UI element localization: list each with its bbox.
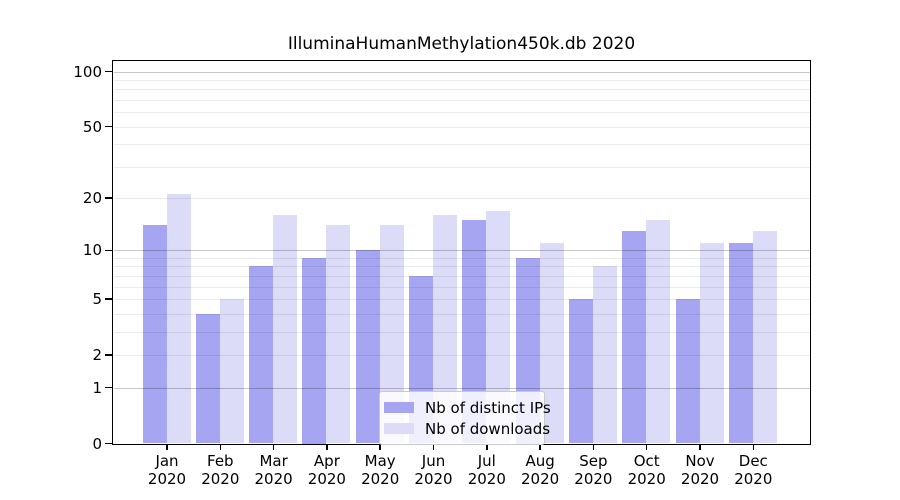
- gridline-minor-3: [113, 331, 810, 333]
- x-tick-jun: [432, 444, 435, 450]
- bar-distinct-ips-feb: [195, 313, 220, 444]
- bar-downloads-dec: [752, 230, 777, 444]
- y-tick-50: [105, 125, 112, 128]
- legend-label-downloads: Nb of downloads: [425, 419, 551, 438]
- y-tick-0: [105, 442, 112, 445]
- y-label-50: 50: [82, 117, 102, 136]
- x-tick-dec: [752, 444, 755, 450]
- bar-downloads-jan: [166, 194, 191, 444]
- bar-distinct-ips-sep: [568, 299, 593, 444]
- gridline-minor-70: [113, 100, 810, 102]
- bar-distinct-ips-may: [355, 250, 380, 444]
- x-label-jan: Jan 2020: [147, 452, 187, 488]
- bar-downloads-apr: [326, 225, 351, 444]
- x-tick-jan: [166, 444, 168, 450]
- y-label-10: 10: [82, 241, 102, 260]
- legend-item-distinct-ips: Nb of distinct IPs: [384, 397, 551, 418]
- x-label-jul: Jul 2020: [467, 452, 506, 488]
- x-label-jun: Jun 2020: [414, 452, 453, 488]
- gridline-minor-90: [113, 80, 810, 82]
- gridline-minor-60: [113, 112, 810, 114]
- gridline-major-10: [113, 250, 810, 252]
- bar-distinct-ips-nov: [675, 299, 700, 444]
- gridline-minor-2: [113, 354, 810, 356]
- x-label-sep: Sep 2020: [574, 452, 613, 488]
- bar-downloads-oct: [646, 220, 671, 444]
- legend-label-distinct-ips: Nb of distinct IPs: [425, 398, 551, 417]
- x-label-apr: Apr 2020: [307, 452, 346, 488]
- x-tick-jul: [486, 444, 488, 450]
- x-tick-mar: [272, 444, 275, 450]
- y-label-5: 5: [92, 290, 102, 309]
- x-tick-nov: [699, 444, 701, 450]
- gridline-minor-6: [113, 286, 810, 288]
- gridline-minor-7: [113, 275, 810, 277]
- y-label-100: 100: [73, 62, 102, 81]
- legend-swatch-downloads: [384, 423, 414, 434]
- x-tick-aug: [539, 444, 541, 450]
- bar-downloads-sep: [592, 266, 617, 444]
- legend-item-downloads: Nb of downloads: [384, 418, 550, 439]
- y-tick-20: [105, 197, 112, 199]
- bar-downloads-nov: [699, 243, 724, 444]
- bar-downloads-mar: [273, 215, 298, 444]
- x-label-mar: Mar 2020: [254, 452, 293, 488]
- gridline-major-100: [113, 71, 810, 73]
- chart-title: IlluminaHumanMethylation450k.db 2020: [287, 34, 636, 54]
- gridline-minor-80: [113, 89, 810, 91]
- x-tick-may: [379, 444, 381, 450]
- bar-distinct-ips-dec: [728, 243, 753, 444]
- gridline-minor-50: [113, 126, 810, 128]
- x-label-oct: Oct 2020: [627, 452, 666, 488]
- x-tick-apr: [326, 444, 328, 450]
- bar-downloads-feb: [219, 299, 244, 444]
- y-tick-2: [105, 354, 112, 356]
- y-label-1: 1: [92, 378, 102, 397]
- x-label-may: May 2020: [361, 452, 400, 488]
- bar-distinct-ips-jan: [142, 225, 167, 444]
- gridline-minor-30: [113, 166, 810, 168]
- bar-distinct-ips-oct: [622, 230, 647, 444]
- bar-distinct-ips-mar: [249, 266, 274, 444]
- x-label-feb: Feb 2020: [201, 452, 240, 488]
- y-label-0: 0: [92, 434, 102, 453]
- gridline-minor-20: [113, 198, 810, 200]
- legend-swatch-distinct-ips: [384, 402, 414, 413]
- gridline-minor-8: [113, 266, 810, 268]
- gridline-minor-9: [113, 258, 810, 259]
- x-label-dec: Dec 2020: [734, 452, 773, 488]
- x-tick-feb: [219, 444, 222, 450]
- legend: Nb of distinct IPs Nb of downloads: [379, 391, 551, 445]
- y-tick-1: [105, 386, 112, 389]
- bar-distinct-ips-apr: [302, 258, 327, 444]
- y-label-20: 20: [82, 189, 102, 208]
- y-tick-10: [105, 249, 112, 252]
- x-tick-oct: [645, 444, 648, 450]
- x-tick-sep: [592, 444, 595, 450]
- gridline-major-1: [113, 387, 810, 389]
- y-label-2: 2: [92, 345, 102, 364]
- x-label-aug: Aug 2020: [521, 452, 560, 488]
- gridline-minor-5: [113, 299, 810, 301]
- x-label-nov: Nov 2020: [680, 452, 720, 488]
- y-tick-100: [105, 70, 112, 73]
- gridline-minor-4: [113, 313, 810, 315]
- gridline-minor-40: [113, 144, 810, 146]
- y-tick-5: [105, 298, 112, 300]
